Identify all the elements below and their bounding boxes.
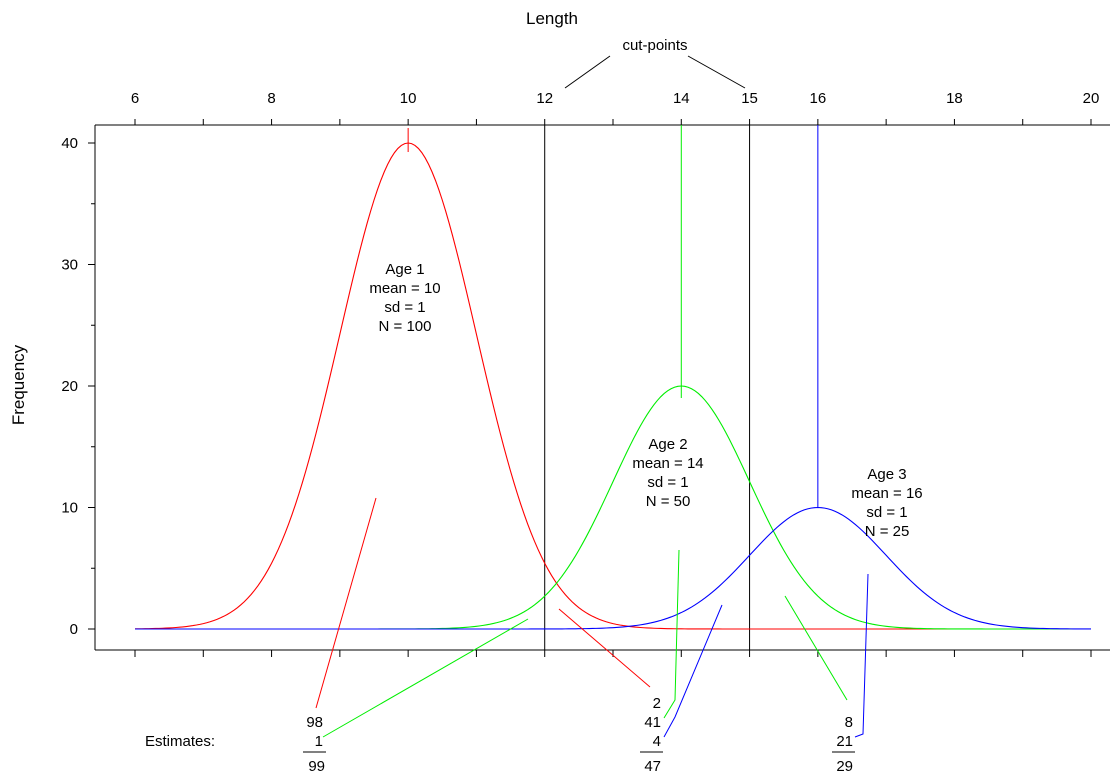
leader-age3-12-15 xyxy=(663,604,723,738)
age-1-label: N = 100 xyxy=(379,318,432,335)
x-tick-label: 16 xyxy=(810,90,827,107)
estimate-total-under-12: 99 xyxy=(308,758,325,775)
estimate-age2-under-12: 1 xyxy=(315,733,323,750)
estimate-age2-over-15: 8 xyxy=(845,714,853,731)
age-1-label: mean = 10 xyxy=(369,280,440,297)
age-3-label: sd = 1 xyxy=(866,504,907,521)
y-tick-label: 40 xyxy=(61,135,78,152)
y-tick-label: 10 xyxy=(61,500,78,517)
age-3-label: mean = 16 xyxy=(851,485,922,502)
y-axis-title: Frequency xyxy=(9,344,28,425)
age-1-label: sd = 1 xyxy=(384,299,425,316)
estimate-age3-12-15: 4 xyxy=(653,733,661,750)
x-axis-title: Length xyxy=(526,9,578,28)
age-2-label: Age 2 xyxy=(648,436,687,453)
leader-age2-over-15 xyxy=(784,595,848,701)
y-tick-label: 0 xyxy=(70,621,78,638)
estimate-age1-under-12: 98 xyxy=(306,714,323,731)
y-tick-label: 20 xyxy=(61,378,78,395)
curve-age-3 xyxy=(135,506,1092,630)
estimate-age1-12-15: 2 xyxy=(653,695,661,712)
age-3-label: Age 3 xyxy=(867,466,906,483)
estimate-total-12-15: 47 xyxy=(644,758,661,775)
age-1-label: Age 1 xyxy=(385,261,424,278)
cutpoints-pointer-right xyxy=(687,55,746,89)
leader-age1-under-12 xyxy=(315,497,377,709)
estimates-group-1: 98 1 99 xyxy=(303,714,326,775)
estimates-group-3: 8 21 29 xyxy=(832,714,855,775)
estimate-age2-12-15: 41 xyxy=(644,714,661,731)
age-2-label: mean = 14 xyxy=(632,455,703,472)
curve-age-1 xyxy=(134,142,1091,630)
curves-layer xyxy=(134,125,1092,630)
y-tick-label: 30 xyxy=(61,257,78,274)
leader-age3-over-15 xyxy=(854,573,869,738)
age-2-label: N = 50 xyxy=(646,493,691,510)
x-tick-label: 8 xyxy=(267,90,275,107)
curve-age-2 xyxy=(135,385,1091,630)
x-tick-label: 14 xyxy=(673,90,690,107)
x-tick-label: 18 xyxy=(946,90,963,107)
estimates-group-2: 2 41 4 47 xyxy=(640,695,663,775)
estimate-age3-over-15: 21 xyxy=(836,733,853,750)
x-tick-label: 20 xyxy=(1083,90,1100,107)
leader-age1-12-15 xyxy=(558,608,651,688)
x-tick-label: 10 xyxy=(400,90,417,107)
age-2-label: sd = 1 xyxy=(647,474,688,491)
cutpoints-pointer-left xyxy=(564,55,611,89)
estimate-total-over-15: 29 xyxy=(836,758,853,775)
axes xyxy=(94,124,1110,651)
cutpoints-layer xyxy=(544,125,751,650)
labels-layer: Age 1 mean = 10 sd = 1 N = 100 Age 2 mean = 1… xyxy=(369,261,922,540)
x-tick-label: 15 xyxy=(741,90,758,107)
x-tick-label: 12 xyxy=(536,90,553,107)
leader-age2-under-12 xyxy=(322,618,529,738)
leader-age2-12-15 xyxy=(663,549,680,719)
estimates-label: Estimates: xyxy=(145,733,215,750)
x-tick-label: 6 xyxy=(131,90,139,107)
ticks-layer: 6 8 10 12 14 15 16 18 20 0 10 20 30 40 xyxy=(61,90,1099,657)
cutpoints-label: cut-points xyxy=(622,37,687,54)
age-3-label: N = 25 xyxy=(865,523,910,540)
leaders-layer xyxy=(315,497,869,738)
